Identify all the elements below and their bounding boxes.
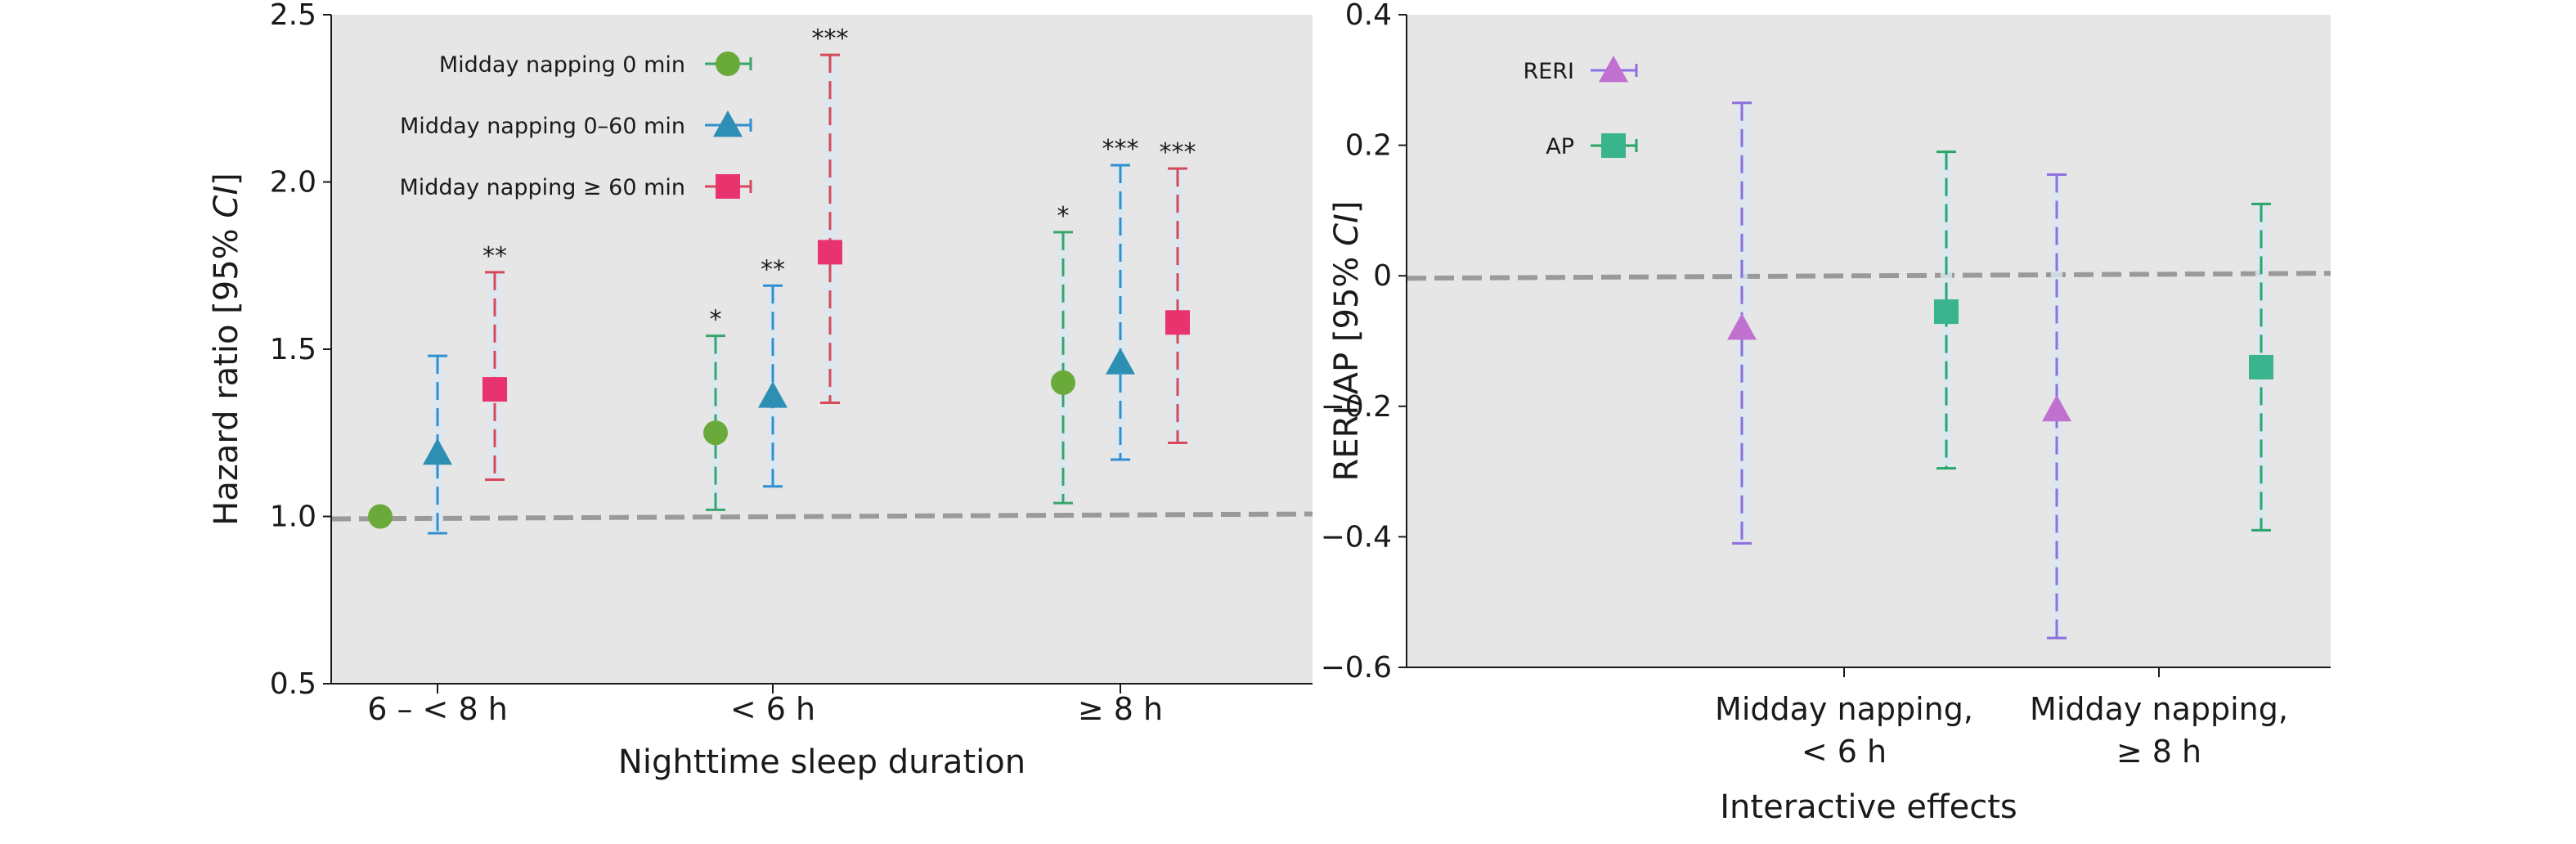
legend-label-2-1: AP bbox=[1546, 134, 1574, 159]
marker-1-0-1 bbox=[703, 420, 728, 446]
series-1-2-point-0: ** bbox=[482, 242, 507, 482]
legend-marker-1-2 bbox=[716, 174, 740, 199]
x-category-label-1-1-0: < 6 h bbox=[730, 691, 815, 727]
x-axis-title-2: Interactive effects bbox=[1720, 788, 2017, 826]
marker-2-0-0 bbox=[1727, 313, 1757, 340]
legend-label-1-1: Midday napping 0–60 min bbox=[400, 114, 685, 139]
series-1-0-point-0 bbox=[368, 504, 393, 529]
series-1-1-point-0 bbox=[423, 354, 452, 535]
marker-1-1-1 bbox=[758, 381, 788, 408]
x-category-label-1-0-0: 6 – < 8 h bbox=[367, 691, 508, 727]
series-1-1-point-1: ** bbox=[758, 255, 788, 488]
series-2-1-point-0 bbox=[1934, 150, 1959, 470]
legend-marker-2-1 bbox=[1601, 133, 1626, 158]
y-tick-label-1-4: 2.5 bbox=[270, 0, 316, 32]
x-category-label-1-2-0: ≥ 8 h bbox=[1078, 691, 1163, 727]
series-1-0-point-1: * bbox=[703, 306, 728, 511]
series-2-1-point-1 bbox=[2249, 202, 2273, 532]
significance-label-1-2-0: ** bbox=[482, 242, 507, 271]
x-category-label-2-1-1: ≥ 8 h bbox=[2116, 734, 2201, 770]
marker-2-1-1 bbox=[2249, 354, 2273, 379]
y-axis-title-2: RERI/AP [95% CI] bbox=[1328, 201, 1366, 482]
y-tick-label-2-0: −0.6 bbox=[1321, 651, 1392, 685]
series-1-2-point-1: *** bbox=[812, 25, 849, 404]
series-1-2-point-2: *** bbox=[1160, 138, 1196, 445]
legend-item-1-2: Midday napping ≥ 60 min bbox=[399, 174, 752, 200]
marker-1-0-0 bbox=[368, 504, 393, 529]
legend-marker-1-0 bbox=[716, 52, 740, 76]
chart-1: 0.5 1.0 1.5 2.0 2.5 6 – < 8 h < 6 h ≥ 8 h Nightt… bbox=[208, 0, 1313, 781]
legend-marker-1-1 bbox=[713, 110, 743, 137]
series-2-0-point-0 bbox=[1727, 101, 1757, 545]
marker-2-1-0 bbox=[1934, 299, 1959, 325]
marker-1-1-0 bbox=[423, 438, 452, 465]
marker-2-0-1 bbox=[2042, 394, 2071, 422]
significance-label-1-2-2: *** bbox=[1160, 138, 1196, 167]
plot-background-2 bbox=[1407, 15, 2331, 667]
legend-item-2-0: RERI bbox=[1523, 56, 1638, 84]
marker-1-2-2 bbox=[1165, 310, 1190, 335]
y-tick-label-2-4: 0.2 bbox=[1345, 129, 1392, 163]
y-tick-label-1-0: 0.5 bbox=[270, 667, 316, 701]
y-tick-label-1-1: 1.0 bbox=[270, 501, 316, 534]
y-tick-label-2-5: 0.4 bbox=[1345, 0, 1392, 32]
series-1-0-point-2: * bbox=[1051, 202, 1075, 505]
marker-1-2-0 bbox=[482, 377, 507, 402]
reference-line-2 bbox=[1406, 271, 2331, 281]
y-tick-label-1-2: 1.5 bbox=[270, 333, 316, 366]
marker-1-0-2 bbox=[1051, 370, 1075, 395]
significance-label-1-0-1: * bbox=[710, 306, 722, 334]
legend-item-1-1: Midday napping 0–60 min bbox=[400, 110, 752, 139]
marker-1-2-1 bbox=[818, 240, 842, 265]
y-tick-label-2-2: −0.2 bbox=[1321, 390, 1392, 424]
marker-1-1-2 bbox=[1106, 348, 1135, 375]
y-tick-label-1-3: 2.0 bbox=[270, 166, 316, 200]
series-2-0-point-1 bbox=[2042, 173, 2071, 640]
legend-label-2-0: RERI bbox=[1523, 59, 1574, 84]
x-axis-title-1: Nighttime sleep duration bbox=[618, 743, 1025, 781]
legend-marker-2-0 bbox=[1599, 56, 1628, 83]
significance-label-1-2-1: *** bbox=[812, 25, 849, 53]
legend-label-1-2: Midday napping ≥ 60 min bbox=[399, 175, 685, 200]
x-category-label-2-0-0: Midday napping, bbox=[1715, 691, 1973, 727]
x-category-label-2-0-1: < 6 h bbox=[1802, 734, 1887, 770]
y-tick-label-2-1: −0.4 bbox=[1321, 520, 1392, 554]
legend-item-2-1: AP bbox=[1546, 133, 1638, 159]
reference-line-1 bbox=[330, 511, 1313, 522]
significance-label-1-1-1: ** bbox=[761, 255, 785, 284]
chart-2: −0.6 −0.4 −0.2 0 0.2 0.4 Midday napping, < 6 h M… bbox=[1321, 0, 2331, 826]
series-1-1-point-2: *** bbox=[1102, 135, 1139, 461]
y-axis-title-1: Hazard ratio [95% CI] bbox=[208, 173, 245, 525]
significance-label-1-0-2: * bbox=[1057, 202, 1070, 231]
y-tick-label-2-3: 0 bbox=[1373, 259, 1392, 293]
x-category-label-2-1-0: Midday napping, bbox=[2030, 691, 2288, 727]
significance-label-1-1-2: *** bbox=[1102, 135, 1139, 164]
legend-label-1-0: Midday napping 0 min bbox=[439, 52, 685, 78]
legend-item-1-0: Midday napping 0 min bbox=[439, 52, 752, 78]
